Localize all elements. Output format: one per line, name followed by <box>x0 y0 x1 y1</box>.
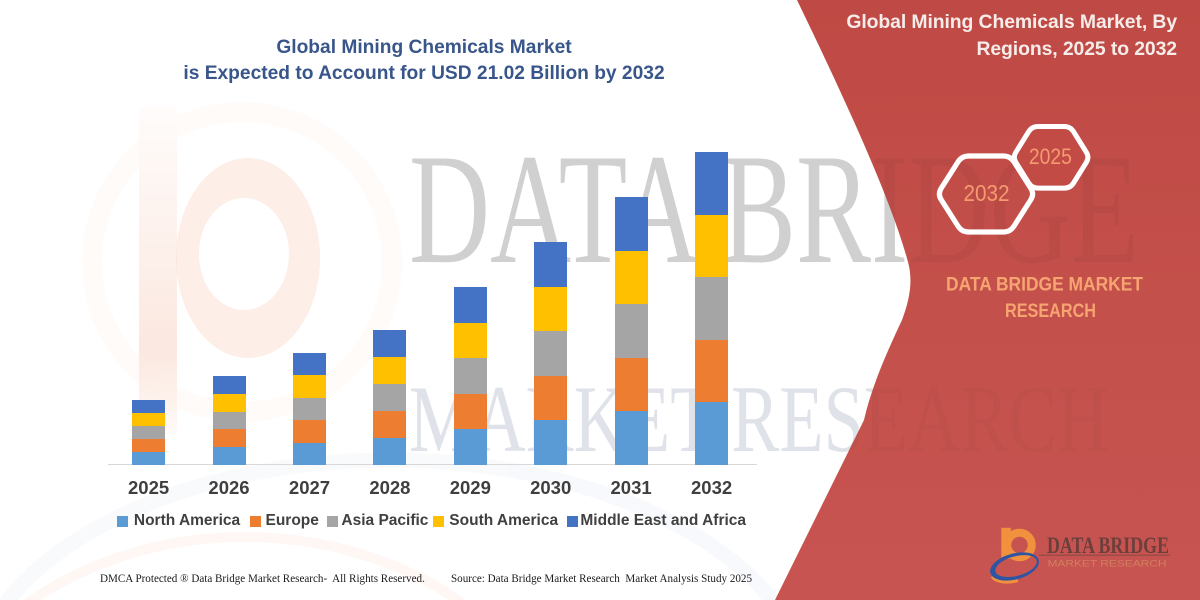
svg-text:2032: 2032 <box>964 180 1010 206</box>
svg-text:MARKET RESEARCH: MARKET RESEARCH <box>409 366 1109 472</box>
svg-text:DATA BRIDGE MARKET: DATA BRIDGE MARKET <box>946 274 1143 296</box>
svg-text:MARKET RESEARCH: MARKET RESEARCH <box>1048 559 1167 569</box>
svg-text:DATA BRIDGE: DATA BRIDGE <box>1047 533 1169 558</box>
svg-text:2025: 2025 <box>1029 144 1072 169</box>
svg-text:RESEARCH: RESEARCH <box>1005 300 1096 322</box>
